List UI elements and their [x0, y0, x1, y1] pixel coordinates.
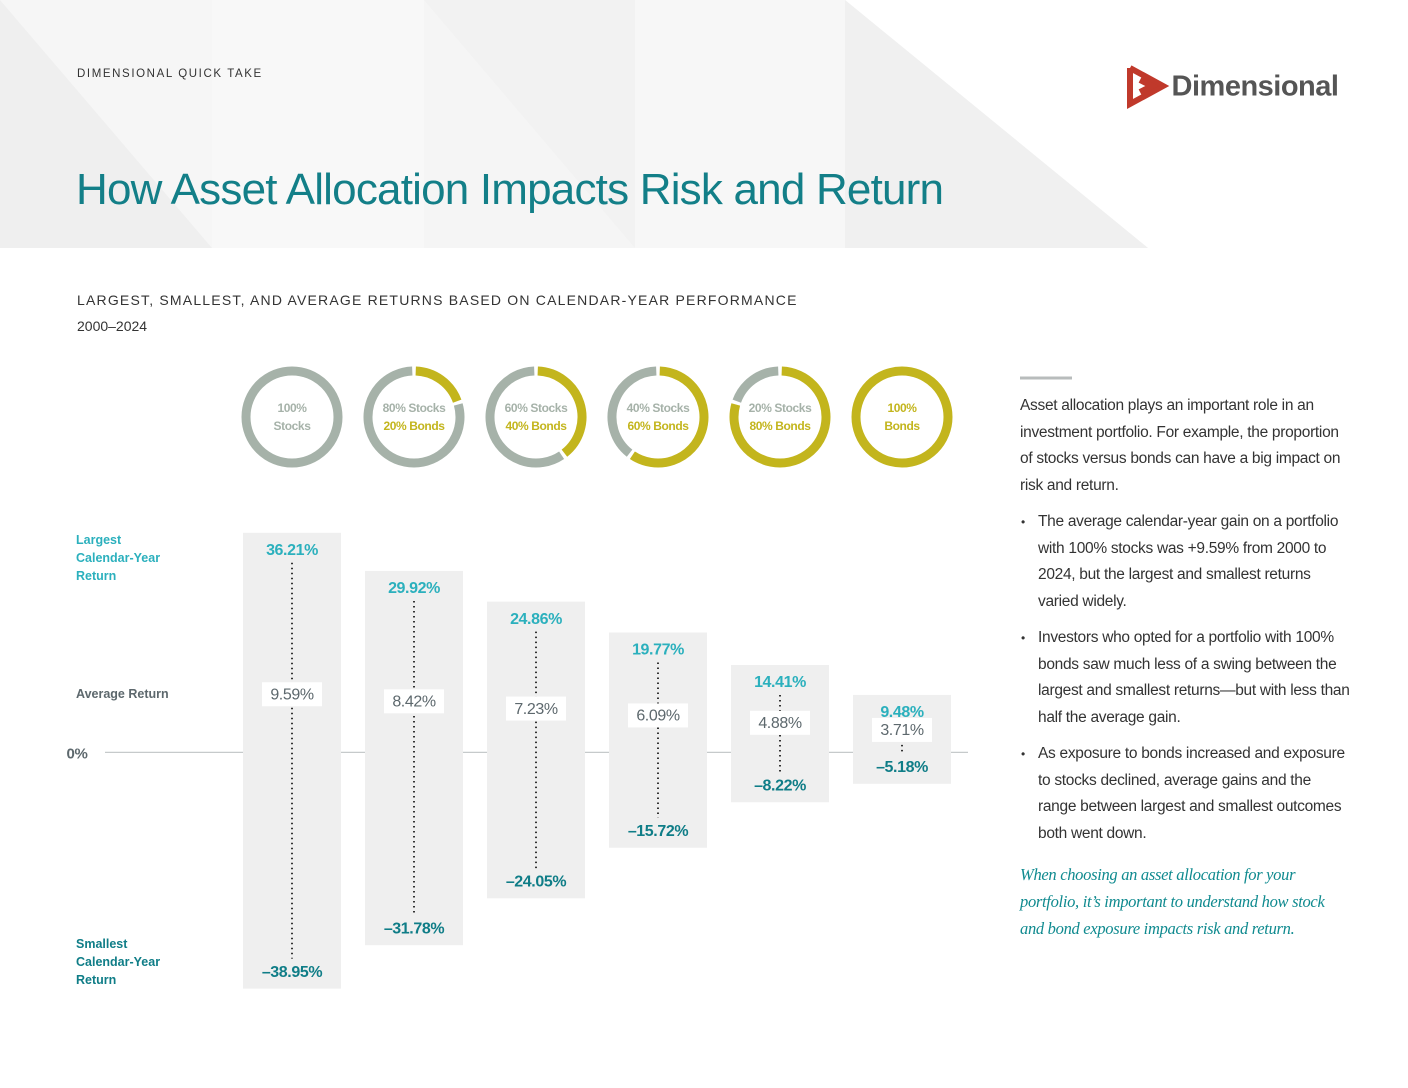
- portfolio-label: 20% Stocks: [749, 401, 812, 415]
- portfolio-label: 100%: [887, 401, 917, 415]
- portfolio-label: 60% Bonds: [627, 419, 689, 433]
- kicker: DIMENSIONAL QUICK TAKE: [77, 68, 263, 80]
- portfolio-label: 60% Stocks: [505, 401, 568, 415]
- avg-marker: [872, 717, 932, 742]
- max-label: 19.77%: [632, 642, 684, 659]
- max-label: 14.41%: [754, 674, 806, 691]
- stock-ring: [241, 366, 343, 468]
- max-label: 24.86%: [510, 611, 562, 628]
- min-label: –24.05%: [506, 873, 567, 890]
- bond-arc: [537, 366, 587, 457]
- bond-arc: [629, 366, 709, 468]
- y-tick-label: 0%: [67, 745, 88, 762]
- range-bar: [243, 532, 341, 989]
- avg-marker: [262, 682, 322, 707]
- header-band: [635, 0, 845, 248]
- stock-arc: [607, 366, 657, 457]
- header-band: [212, 0, 424, 248]
- avg-marker: [628, 703, 688, 728]
- min-label: –5.18%: [876, 759, 928, 776]
- portfolio-label: 20% Bonds: [383, 419, 445, 433]
- portfolio-label: 80% Bonds: [749, 419, 811, 433]
- chart-title: LARGEST, SMALLEST, AND AVERAGE RETURNS B…: [77, 292, 798, 308]
- min-label: –38.95%: [262, 964, 323, 981]
- portfolio-label: 100%: [277, 401, 307, 415]
- brand: Dimensional: [1172, 71, 1339, 103]
- portfolio-label: Stocks: [274, 419, 312, 433]
- bullet: Investors who opted for a portfolio with…: [1021, 625, 1350, 731]
- bullet-list: The average calendar-year gain on a port…: [1020, 509, 1350, 847]
- bond-ring: [851, 366, 953, 468]
- intro: Asset allocation plays an important role…: [1020, 397, 1341, 494]
- avg-label: 7.23%: [514, 701, 558, 718]
- closing: When choosing an asset allocation for yo…: [1020, 865, 1325, 938]
- portfolio-label: Bonds: [884, 419, 920, 433]
- min-label: –15.72%: [628, 823, 689, 840]
- avg-label: 3.71%: [880, 722, 924, 739]
- logo-mark: [1127, 65, 1170, 110]
- min-label: –31.78%: [384, 920, 445, 937]
- avg-marker: [506, 696, 566, 721]
- stock-arc: [485, 366, 565, 468]
- header-band: [424, 0, 635, 248]
- sidebar: Asset allocation plays an important role…: [1020, 393, 1350, 942]
- avg-label: 9.59%: [270, 686, 314, 703]
- range-bar: [487, 601, 585, 899]
- range-bar: [365, 570, 463, 946]
- bullet: The average calendar-year gain on a port…: [1021, 509, 1350, 615]
- portfolio-label: 80% Stocks: [383, 401, 446, 415]
- bond-arc: [415, 366, 462, 403]
- bullet: As exposure to bonds increased and expos…: [1021, 741, 1350, 847]
- header-band: [845, 0, 1148, 248]
- bond-arc: [729, 366, 831, 468]
- min-label: –8.22%: [754, 777, 806, 794]
- max-label: 9.48%: [880, 704, 924, 721]
- stock-arc: [363, 366, 465, 468]
- range-bar: [609, 632, 707, 848]
- row-label: Average Return: [76, 687, 169, 702]
- portfolio-label: 40% Bonds: [505, 419, 567, 433]
- max-label: 29.92%: [388, 580, 440, 597]
- avg-label: 4.88%: [758, 715, 802, 732]
- max-label: 36.21%: [266, 542, 318, 559]
- portfolio-label: 40% Stocks: [627, 401, 690, 415]
- avg-marker: [750, 710, 810, 735]
- avg-label: 6.09%: [636, 708, 680, 725]
- avg-marker: [384, 689, 444, 714]
- row-label: Largest Calendar-Year Return: [76, 532, 161, 583]
- header-band: [0, 0, 212, 248]
- chart-subtitle: 2000–2024: [77, 318, 148, 334]
- page-title: How Asset Allocation Impacts Risk and Re…: [76, 165, 944, 214]
- stock-arc: [732, 366, 779, 403]
- row-label: Smallest Calendar-Year Return: [76, 936, 161, 987]
- avg-label: 8.42%: [392, 694, 436, 711]
